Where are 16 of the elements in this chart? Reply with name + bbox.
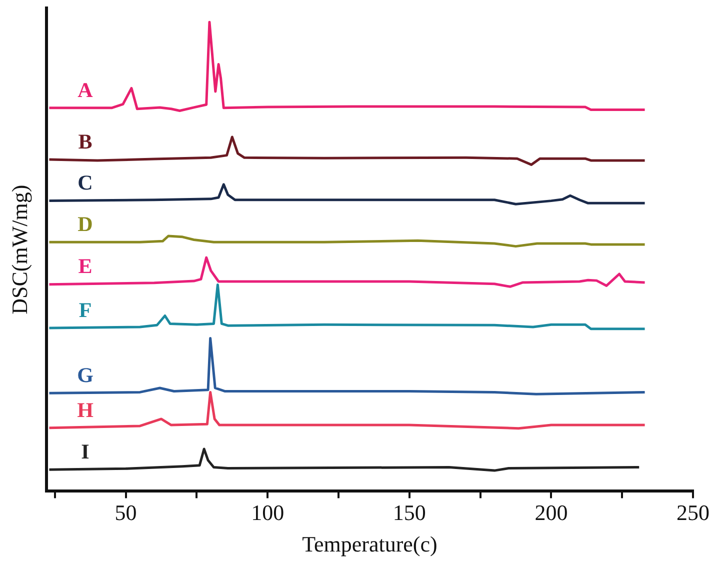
series-label: A xyxy=(78,78,94,102)
series-label: E xyxy=(78,254,92,278)
series-label: C xyxy=(78,170,93,195)
x-tick-label: 200 xyxy=(534,500,568,526)
x-tick-label: 100 xyxy=(251,500,284,526)
x-tick-label: 50 xyxy=(114,500,137,526)
series-label: G xyxy=(77,363,94,388)
series-label: H xyxy=(77,398,94,422)
series-label: B xyxy=(78,129,92,154)
x-axis-title: Temperature(c) xyxy=(302,532,438,557)
series-label: D xyxy=(78,212,93,236)
series-label: I xyxy=(81,440,90,464)
x-tick-label: 250 xyxy=(676,500,710,526)
x-tick-label: 150 xyxy=(392,500,426,526)
series-label: F xyxy=(78,298,92,322)
y-axis-title: DSC(mW/mg) xyxy=(6,184,32,314)
